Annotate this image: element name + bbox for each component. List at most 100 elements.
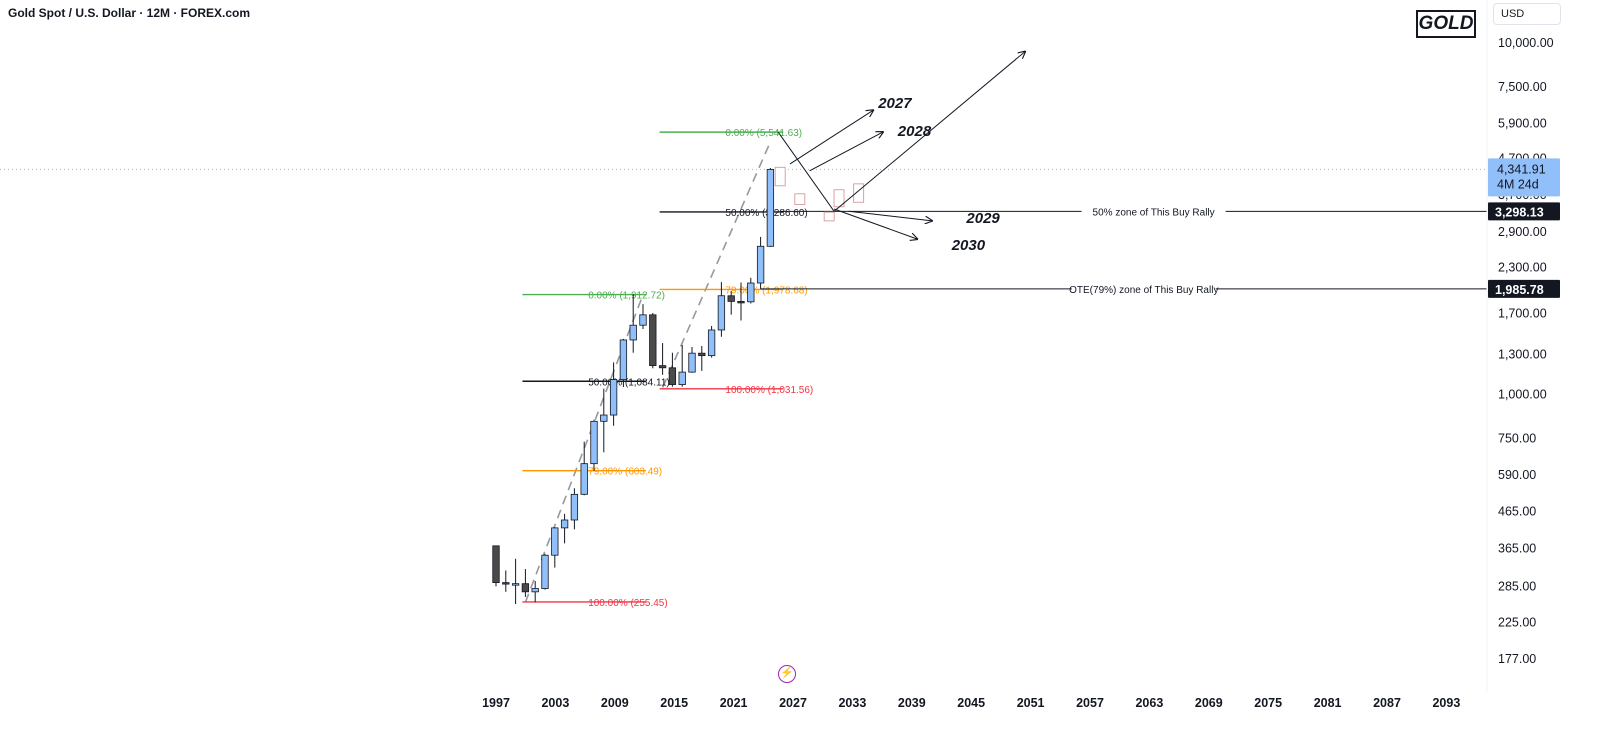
flash-icon[interactable]: ⚡: [778, 665, 796, 683]
projection-label-2027: 2027: [877, 95, 912, 112]
candle-body: [698, 352, 706, 357]
candle-body: [727, 295, 735, 302]
candle-body: [492, 545, 500, 584]
price-tag-bg: [1488, 158, 1560, 197]
candle-2003: [551, 527, 559, 568]
x-tick-label: 2063: [1135, 696, 1163, 710]
projection-arrow-2028: [809, 132, 884, 172]
y-tick-label: 2,900.00: [1498, 225, 1547, 239]
candle-body: [560, 519, 569, 529]
price-tag-label: 3,298.13: [1495, 205, 1544, 219]
price-tag-label: 4,341.91: [1497, 162, 1546, 176]
currency-button[interactable]: USD: [1493, 3, 1561, 25]
y-tick-label: 365.00: [1498, 541, 1536, 555]
x-tick-label: 2039: [898, 696, 926, 710]
fib-label-4: 0.00% (5,541.63): [725, 128, 802, 139]
fib-label-1: 50.00% (1,084.11): [588, 377, 670, 388]
x-tick-label: 2057: [1076, 696, 1104, 710]
fib-label-3: 100.00% (255.45): [588, 598, 668, 609]
candle-body: [551, 527, 559, 556]
y-tick-label: 750.00: [1498, 432, 1536, 446]
x-tick-label: 2081: [1314, 696, 1342, 710]
zone-label-1: OTE(79%) zone of This Buy Rally: [1069, 285, 1218, 296]
candle-2017: [688, 346, 696, 373]
projection-arrow-2029: [848, 210, 932, 221]
candle-body: [570, 493, 579, 521]
y-tick-label: 177.00: [1498, 652, 1536, 666]
candle-2009: [609, 362, 618, 426]
x-tick-label: 2051: [1017, 696, 1045, 710]
projection-label-2028: 2028: [897, 123, 932, 140]
trend-line-1: [661, 141, 772, 388]
candle-2021: [727, 290, 735, 315]
candle-2011: [629, 293, 637, 353]
x-tick-label: 2009: [601, 696, 629, 710]
projected-candle-2031: [823, 211, 835, 222]
x-tick-label: 2045: [957, 696, 985, 710]
price-tag-label: 1,985.78: [1495, 283, 1544, 297]
candle-2024: [756, 236, 765, 289]
candle-2001: [531, 581, 539, 603]
fib-label-7: 100.00% (1,031.56): [725, 385, 813, 396]
x-tick-label: 2087: [1373, 696, 1401, 710]
candle-body: [668, 367, 677, 385]
price-tag-2: 1,985.78: [1488, 279, 1560, 298]
projection-label-2029: 2029: [965, 210, 1000, 227]
candle-2018: [698, 345, 706, 371]
projection-arrow-2030: [833, 208, 917, 239]
candle-2013: [649, 312, 657, 369]
candle-2022: [737, 282, 745, 321]
fib-label-2: 79.00% (603.49): [588, 467, 662, 478]
x-tick-label: 2069: [1195, 696, 1223, 710]
candle-body: [590, 420, 598, 465]
candle-2016: [678, 344, 686, 387]
price-tag-bg: [1488, 279, 1560, 298]
y-tick-label: 285.00: [1498, 579, 1536, 593]
y-tick-label: 1,000.00: [1498, 388, 1547, 402]
x-tick-label: 1997: [482, 696, 510, 710]
candle-body: [678, 371, 686, 385]
candle-2020: [717, 282, 726, 337]
fib-label-6: 79.00% (1,978.68): [725, 285, 807, 296]
candle-2005: [570, 488, 579, 530]
chart-title: Gold Spot / U.S. Dollar · 12M · FOREX.co…: [8, 6, 251, 20]
y-tick-label: 7,500.00: [1498, 80, 1547, 94]
candle-2023: [747, 277, 755, 304]
y-tick-label: 465.00: [1498, 505, 1536, 519]
y-tick-label: 10,000.00: [1498, 36, 1554, 50]
candle-body: [649, 314, 657, 367]
candle-body: [521, 583, 530, 593]
x-tick-label: 2033: [838, 696, 866, 710]
zone-label-0: 50% zone of This Buy Rally: [1093, 207, 1215, 218]
projected-candle-2034: [853, 183, 865, 203]
projection-arrow-2027: [789, 110, 873, 165]
y-tick-label: 5,900.00: [1498, 117, 1547, 131]
candle-2008: [600, 388, 608, 453]
candle-body: [531, 588, 539, 593]
x-tick-label: 2021: [720, 696, 748, 710]
y-tick-label: 225.00: [1498, 615, 1536, 629]
candle-body: [707, 329, 716, 357]
candle-2015: [668, 352, 677, 387]
x-tick-label: 2003: [541, 696, 569, 710]
candle-2019: [707, 325, 716, 358]
zone-label-bg-0: [1081, 204, 1226, 219]
candle-2002: [541, 553, 549, 590]
candle-body: [511, 583, 520, 586]
fib-label-0: 0.00% (1,912.72): [588, 291, 665, 302]
y-tick-label: 2,300.00: [1498, 260, 1547, 274]
x-tick-label: 2015: [660, 696, 688, 710]
x-tick-label: 2027: [779, 696, 807, 710]
candle-body: [600, 414, 608, 422]
candle-2000: [521, 569, 530, 597]
price-tag-1: 3,298.13: [1488, 202, 1560, 221]
candle-1998: [502, 570, 510, 592]
projection-label-2030: 2030: [951, 237, 986, 254]
candle-2007: [590, 419, 598, 471]
candle-body: [737, 301, 745, 304]
zone-label-bg-1: [1071, 281, 1216, 296]
gold-badge: GOLD: [1416, 10, 1476, 38]
